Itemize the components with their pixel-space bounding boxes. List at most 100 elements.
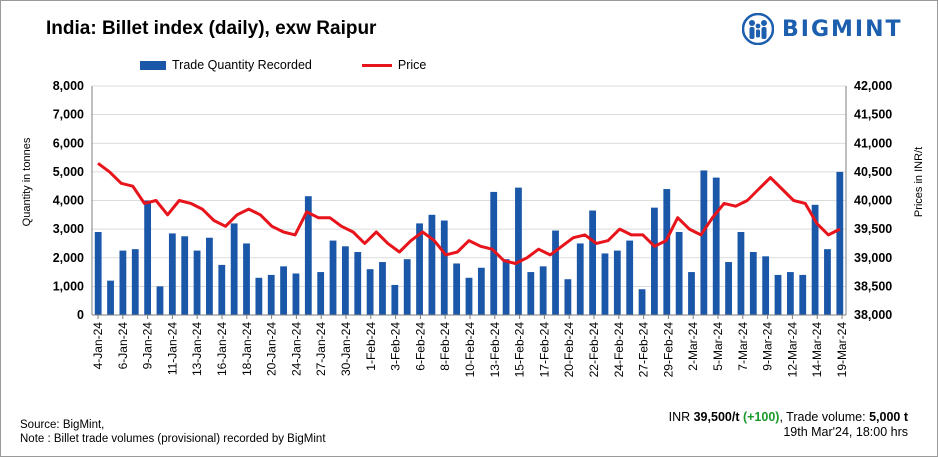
x-tick-label: 30-Jan-24 [339, 322, 353, 376]
y2-tick-label: 42,000 [854, 79, 892, 93]
y-axis-ticks: 0 1,000 2,000 3,000 4,000 5,000 6,000 7,000 8,00… [53, 79, 84, 322]
y-tick-label: 6,000 [53, 136, 84, 150]
legend-item-bars: Trade Quantity Recorded [140, 58, 312, 72]
line-series [97, 162, 841, 265]
bar [502, 259, 510, 315]
bar [119, 250, 127, 315]
bar [144, 200, 152, 315]
x-tick-label: 7-Mar-24 [736, 322, 750, 371]
brand-logo: BIGMINT [742, 12, 903, 46]
bar [453, 263, 461, 315]
timestamp: 19th Mar'24, 18:00 hrs [783, 425, 908, 439]
bar [280, 266, 287, 315]
bar [292, 273, 300, 315]
x-tick-label: 6-Jan-24 [116, 322, 130, 370]
bar [131, 249, 139, 315]
bar [230, 223, 238, 315]
bar [613, 250, 621, 315]
y-tick-label: 7,000 [53, 108, 84, 122]
bar [440, 220, 448, 315]
bar [663, 189, 671, 315]
bar [304, 196, 312, 315]
bar [725, 262, 732, 315]
bar [181, 236, 189, 315]
bar [465, 277, 473, 315]
y2-tick-label: 38,000 [854, 308, 892, 322]
footer-summary: INR 39,500/t (+100), Trade volume: 5,000… [669, 410, 908, 440]
bar [193, 250, 201, 315]
x-tick-label: 6-Feb-24 [413, 322, 427, 371]
bar [552, 230, 559, 315]
legend-item-line: Price [361, 58, 426, 72]
bar [477, 267, 485, 315]
y-tick-label: 0 [77, 308, 84, 322]
x-tick-label: 18-Jan-24 [240, 322, 254, 376]
x-tick-label: 13-Jan-24 [190, 322, 204, 376]
y2-tick-label: 39,000 [854, 251, 892, 265]
bar [824, 249, 831, 315]
chart-title: India: Billet index (daily), exw Raipur [46, 18, 377, 39]
note-text: Note : Billet trade volumes (provisional… [20, 433, 326, 445]
x-tick-label: 29-Feb-24 [661, 322, 675, 378]
x-tick-label: 3-Feb-24 [389, 322, 403, 371]
x-tick-label: 20-Feb-24 [562, 322, 576, 378]
x-tick-label: 4-Jan-24 [91, 322, 105, 370]
bar [712, 177, 720, 315]
bar [94, 231, 102, 315]
x-tick-label: 17-Feb-24 [537, 322, 551, 378]
bigmint-logo-icon [742, 13, 774, 45]
bar [811, 204, 819, 315]
bar [107, 280, 114, 315]
bar [156, 286, 164, 315]
bar [255, 277, 263, 315]
y2-tick-label: 41,500 [854, 108, 892, 122]
x-tick-label: 27-Feb-24 [637, 322, 651, 378]
x-tick-label: 14-Mar-24 [810, 322, 824, 378]
bar-series [94, 170, 844, 315]
x-tick-label: 22-Feb-24 [587, 322, 601, 378]
volume-value: 5,000 t [869, 410, 908, 424]
legend-label-bars: Trade Quantity Recorded [172, 58, 312, 72]
source-text: Source: BigMint, [20, 419, 105, 431]
legend-swatch-bars [140, 60, 166, 70]
footer-notes: Source: BigMint, Note : Billet trade vol… [20, 418, 326, 446]
chart-plot: 0 1,000 2,000 3,000 4,000 5,000 6,000 7,000 8,00… [21, 79, 925, 377]
bar [267, 274, 275, 315]
bar [564, 279, 572, 315]
x-tick-label: 1-Feb-24 [364, 322, 378, 371]
bar [515, 187, 522, 315]
x-tick-label: 9-Mar-24 [761, 322, 775, 371]
y-tick-label: 1,000 [53, 279, 84, 293]
x-axis-ticks: 4-Jan-24 6-Jan-24 9-Jan-24 11-Jan-24 13-Jan-… [91, 315, 849, 377]
bar [416, 223, 423, 315]
x-tick-label: 20-Jan-24 [265, 322, 279, 376]
x-tick-label: 11-Jan-24 [165, 322, 179, 375]
bar [651, 207, 658, 315]
bar [428, 214, 436, 315]
summary-line: INR 39,500/t (+100), Trade volume: 5,000… [669, 410, 908, 425]
y2-tick-label: 40,000 [854, 194, 892, 208]
y-axis-label: Quantity in tonnes [21, 137, 33, 226]
brand-name: BIGMINT [782, 16, 903, 42]
bar [675, 231, 683, 315]
y2-tick-label: 38,500 [854, 279, 892, 293]
y2-tick-label: 41,000 [854, 136, 892, 150]
y2-axis-label: Prices in INR/t [913, 147, 925, 217]
x-tick-label: 19-Mar-24 [835, 322, 849, 378]
bar [329, 240, 337, 315]
price-value: 39,500/t [693, 410, 740, 424]
bar [391, 284, 399, 315]
price-prefix: INR [668, 410, 694, 424]
axes [91, 86, 847, 316]
y-tick-label: 4,000 [53, 194, 84, 208]
x-tick-label: 2-Mar-24 [686, 322, 700, 371]
y-tick-label: 8,000 [53, 79, 84, 93]
y2-axis-ticks: 38,000 38,500 39,000 39,500 40,000 40,500 41,0… [854, 79, 892, 322]
legend: Trade Quantity Recorded Price [140, 58, 426, 72]
x-tick-label: 12-Mar-24 [785, 322, 799, 378]
bar [168, 233, 176, 315]
volume-label: , Trade volume: [779, 410, 870, 424]
bar [626, 240, 634, 315]
bar [762, 256, 770, 315]
bar [589, 210, 597, 315]
